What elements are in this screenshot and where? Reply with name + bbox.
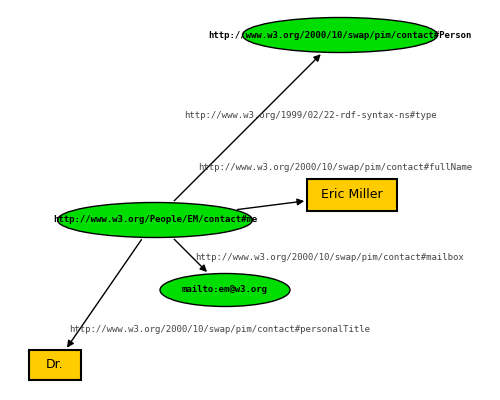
Text: Dr.: Dr.	[46, 358, 64, 372]
Text: http://www.w3.org/2000/10/swap/pim/contact#Person: http://www.w3.org/2000/10/swap/pim/conta…	[208, 30, 472, 40]
Text: http://www.w3.org/1999/02/22-rdf-syntax-ns#type: http://www.w3.org/1999/02/22-rdf-syntax-…	[184, 110, 436, 120]
Text: http://www.w3.org/People/EM/contact#me: http://www.w3.org/People/EM/contact#me	[53, 216, 257, 224]
Text: http://www.w3.org/2000/10/swap/pim/contact#personalTitle: http://www.w3.org/2000/10/swap/pim/conta…	[70, 326, 370, 334]
FancyBboxPatch shape	[307, 179, 397, 211]
Text: http://www.w3.org/2000/10/swap/pim/contact#fullName: http://www.w3.org/2000/10/swap/pim/conta…	[198, 164, 472, 172]
Ellipse shape	[58, 202, 252, 238]
Text: http://www.w3.org/2000/10/swap/pim/contact#mailbox: http://www.w3.org/2000/10/swap/pim/conta…	[196, 254, 464, 262]
Ellipse shape	[242, 18, 438, 52]
FancyBboxPatch shape	[29, 350, 81, 380]
Text: mailto:em@w3.org: mailto:em@w3.org	[182, 286, 268, 294]
Ellipse shape	[160, 274, 290, 306]
Text: Eric Miller: Eric Miller	[321, 188, 383, 202]
